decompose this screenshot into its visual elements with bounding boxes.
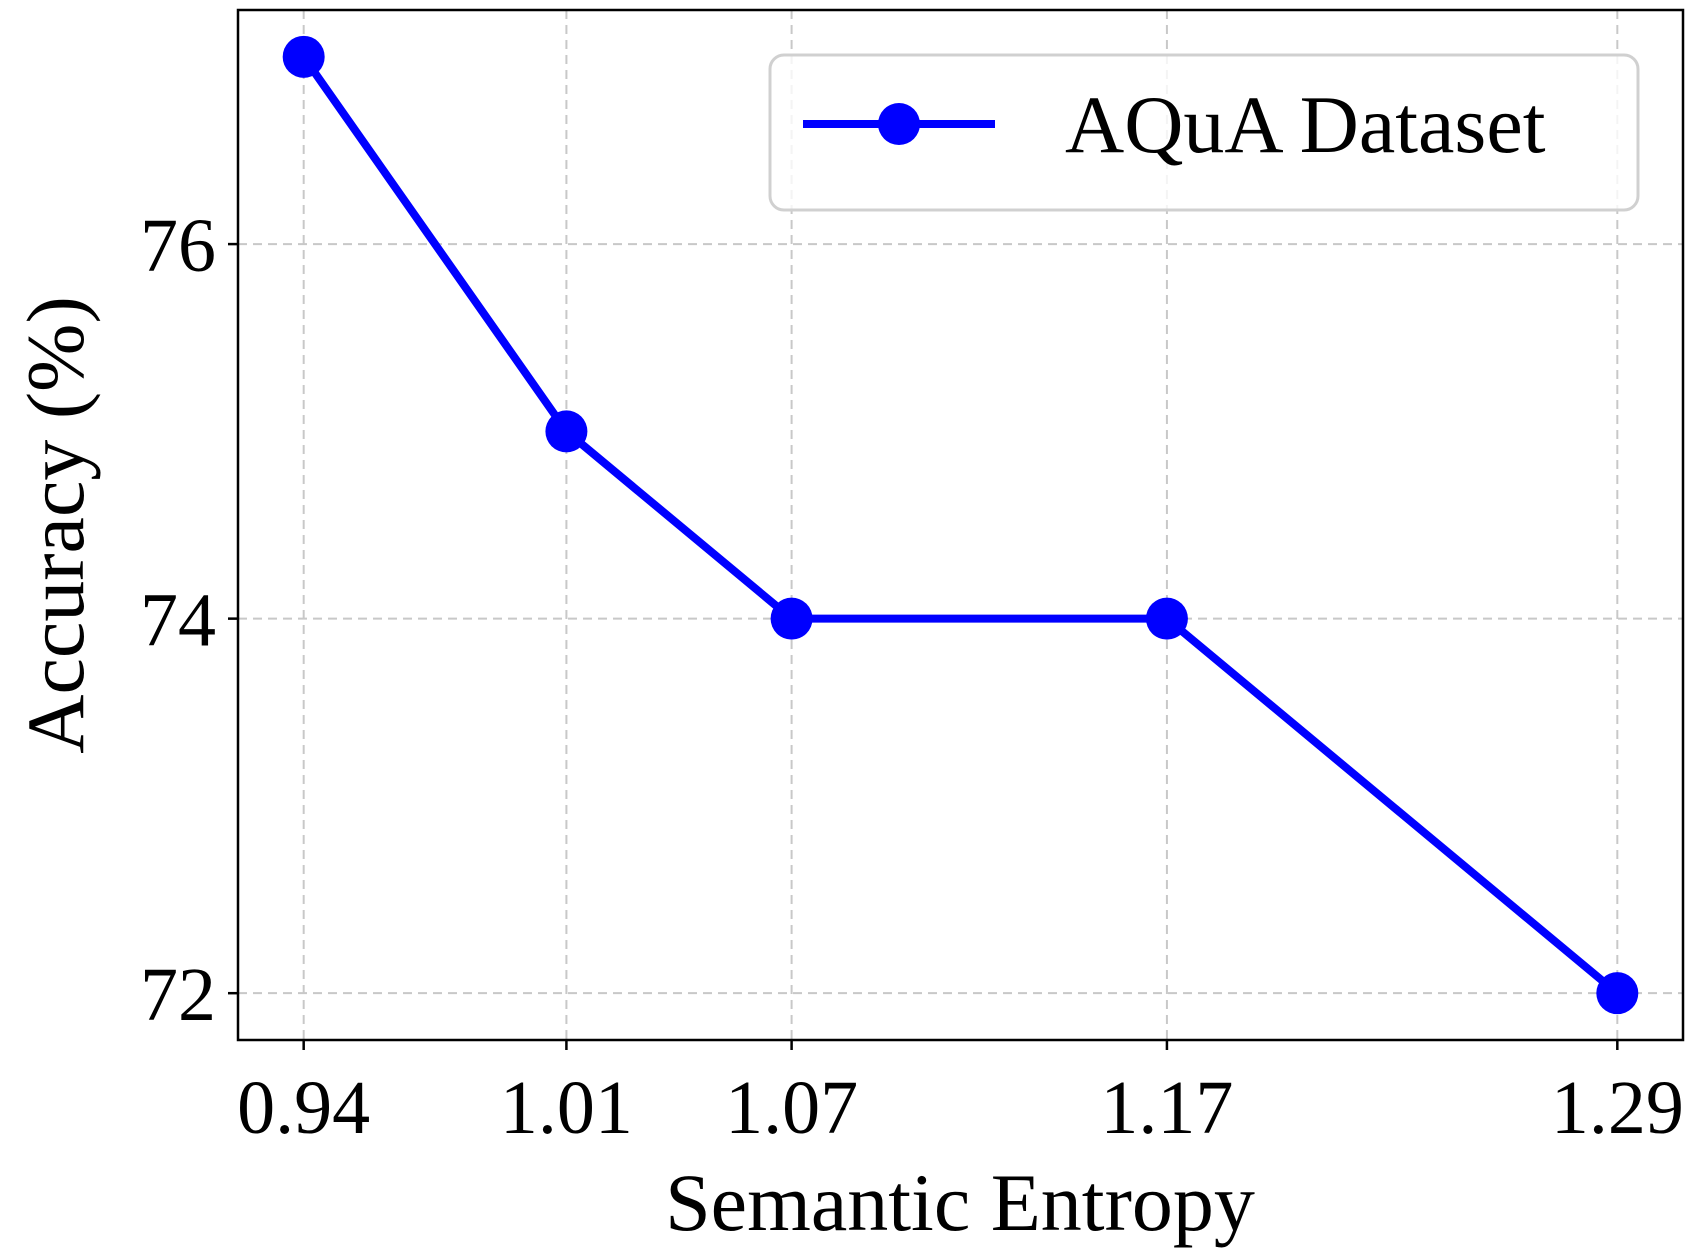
data-point [1596,972,1639,1015]
data-point [1145,597,1188,640]
x-tick-label: 1.29 [1551,1066,1684,1150]
legend-label: AQuA Dataset [1065,79,1546,170]
data-point [770,597,813,640]
x-tick-label: 0.94 [237,1066,370,1150]
plot-area-frame [236,8,1685,1042]
y-tick-label: 74 [140,579,216,663]
y-tick-label: 72 [140,953,216,1037]
series-group [282,35,1639,1015]
y-axis-ticks: 72 74 76 [140,204,238,1037]
x-tick-label: 1.17 [1100,1066,1233,1150]
y-axis-label: Accuracy (%) [10,296,101,754]
data-point [545,410,588,453]
legend-marker-swatch [878,103,920,145]
x-tick-label: 1.07 [725,1066,858,1150]
x-axis-ticks: 0.94 1.01 1.07 1.17 1.29 [237,1040,1684,1150]
x-axis-label: Semantic Entropy [665,1157,1255,1248]
x-tick-label: 1.01 [500,1066,633,1150]
legend-box [768,53,1640,212]
y-tick-label: 76 [140,204,216,288]
legend: AQuA Dataset [768,53,1640,212]
data-point [282,35,325,78]
